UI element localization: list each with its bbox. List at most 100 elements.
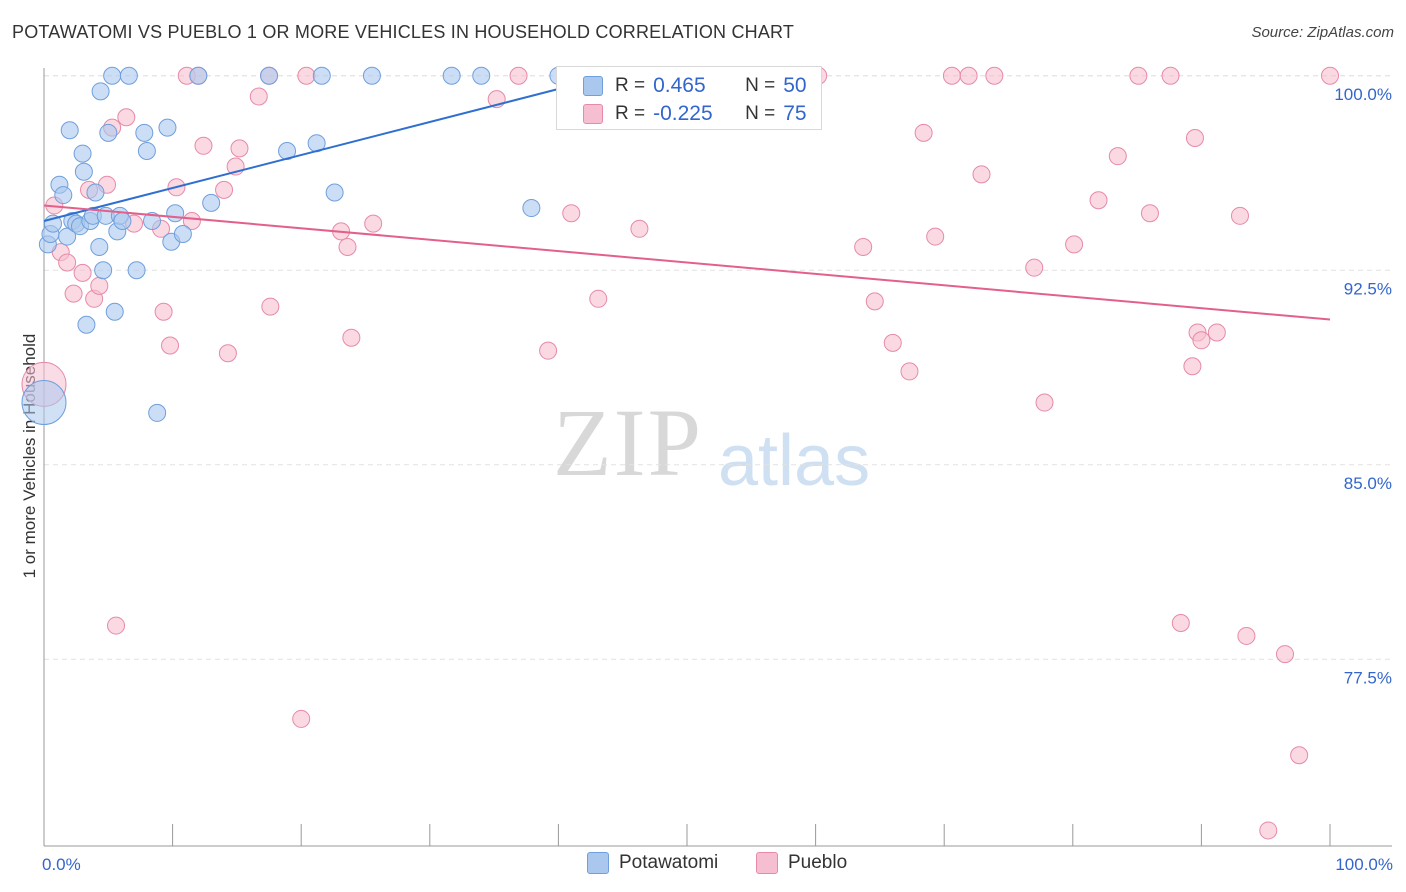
pueblo-point: [182, 212, 201, 231]
pueblo-legend-swatch: [756, 852, 778, 874]
stats-legend: R = 0.465 N = 50 R = -0.225 N = 75: [556, 66, 822, 130]
pueblo-point: [1161, 66, 1180, 85]
potawatomi-point: [99, 123, 118, 142]
pueblo-point: [338, 237, 357, 256]
potawatomi-trend-line: [43, 74, 611, 222]
pueblo-point: [154, 302, 173, 321]
pueblo-point: [562, 204, 581, 223]
pueblo-point: [90, 276, 109, 295]
potawatomi-point: [94, 261, 113, 280]
watermark-atlas: atlas: [718, 421, 871, 501]
potawatomi-point: [77, 315, 96, 334]
pueblo-point: [230, 139, 249, 158]
y-tick-labels: 100.0% 92.5% 85.0% 77.5%: [1334, 85, 1392, 688]
pueblo-point: [854, 237, 873, 256]
pueblo-trend-line: [43, 204, 1331, 321]
potawatomi-point: [105, 302, 124, 321]
pueblo-point: [1290, 746, 1309, 765]
pueblo-point: [1192, 331, 1211, 350]
pueblo-point: [865, 292, 884, 311]
pueblo-point: [64, 284, 83, 303]
pueblo-point: [985, 66, 1004, 85]
y-tick-label: 100.0%: [1334, 85, 1392, 104]
potawatomi-point: [21, 380, 67, 426]
potawatomi-legend-swatch: [587, 852, 609, 874]
pueblo-point: [1129, 66, 1148, 85]
pueblo-point: [589, 289, 608, 308]
chart-title: POTAWATOMI VS PUEBLO 1 OR MORE VEHICLES …: [12, 22, 795, 42]
pueblo-point: [883, 333, 902, 352]
potawatomi-legend-label: Potawatomi: [619, 852, 719, 873]
r-label: R =: [615, 75, 646, 96]
x-tick-label: 0.0%: [42, 855, 81, 874]
x-tick-labels: 0.0% 100.0%: [42, 855, 1393, 874]
potawatomi-swatch: [583, 76, 603, 96]
pueblo-point: [1183, 357, 1202, 376]
potawatomi-point: [127, 261, 146, 280]
potawatomi-point: [202, 193, 221, 212]
y-tick-label: 92.5%: [1344, 279, 1392, 298]
y-tick-label: 85.0%: [1344, 474, 1392, 493]
potawatomi-point: [148, 403, 167, 422]
n-label: N =: [745, 75, 776, 96]
pueblo-point: [509, 66, 528, 85]
potawatomi-point: [472, 66, 491, 85]
potawatomi-point: [522, 199, 541, 218]
pueblo-point: [1140, 204, 1159, 223]
pueblo-point: [914, 123, 933, 142]
potawatomi-point: [74, 162, 93, 181]
pueblo-point: [972, 165, 991, 184]
pueblo-point: [342, 328, 361, 347]
pueblo-point: [1171, 613, 1190, 632]
pueblo-point: [194, 136, 213, 155]
n-value: 75: [783, 102, 807, 125]
pueblo-point: [900, 362, 919, 381]
pueblo-point: [73, 263, 92, 282]
pueblo-point: [117, 108, 136, 127]
bottom-legend-pueblo: Pueblo: [756, 852, 847, 874]
n-value: 50: [783, 74, 807, 97]
pueblo-legend-label: Pueblo: [788, 852, 848, 873]
pueblo-points: [21, 66, 1339, 840]
potawatomi-point: [158, 118, 177, 137]
pueblo-point: [1089, 191, 1108, 210]
pueblo-point: [1230, 206, 1249, 225]
pueblo-point: [364, 214, 383, 233]
y-tick-label: 77.5%: [1344, 668, 1392, 687]
pueblo-point: [297, 66, 316, 85]
potawatomi-point: [189, 66, 208, 85]
potawatomi-point: [60, 121, 79, 140]
potawatomi-point: [90, 237, 109, 256]
r-value: 0.465: [653, 74, 706, 97]
pueblo-point: [926, 227, 945, 246]
r-value: -0.225: [653, 102, 713, 125]
legend-row-pueblo: R = -0.225 N = 75: [557, 101, 807, 127]
pueblo-point: [1065, 235, 1084, 254]
r-label: R =: [615, 103, 646, 124]
n-label: N =: [745, 103, 776, 124]
pueblo-point: [1275, 645, 1294, 664]
pueblo-point: [942, 66, 961, 85]
pueblo-point: [1259, 821, 1278, 840]
pueblo-point: [261, 297, 280, 316]
potawatomi-point: [260, 66, 279, 85]
bottom-legend-potawatomi: Potawatomi: [587, 852, 718, 874]
pueblo-point: [1108, 147, 1127, 166]
potawatomi-point: [442, 66, 461, 85]
potawatomi-point: [54, 186, 73, 205]
pueblo-point: [1237, 626, 1256, 645]
pueblo-point: [107, 616, 126, 635]
potawatomi-point: [143, 212, 162, 231]
potawatomi-point: [166, 204, 185, 223]
potawatomi-point: [113, 212, 132, 231]
pueblo-point: [1185, 129, 1204, 148]
pueblo-point: [1321, 66, 1339, 85]
pueblo-point: [58, 253, 77, 272]
potawatomi-point: [325, 183, 344, 202]
legend-row-potawatomi: R = 0.465 N = 50: [557, 73, 807, 99]
potawatomi-point: [173, 224, 192, 243]
pueblo-point: [630, 219, 649, 238]
pueblo-point: [539, 341, 558, 360]
potawatomi-point: [137, 141, 156, 160]
